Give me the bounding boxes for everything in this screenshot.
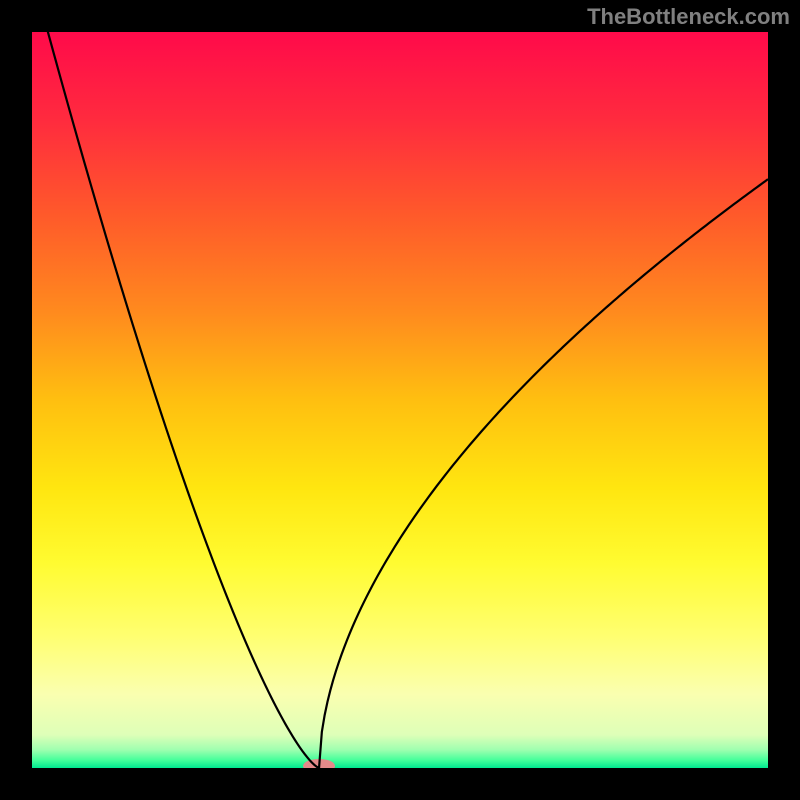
chart-svg [0, 0, 800, 800]
watermark-text: TheBottleneck.com [587, 4, 790, 30]
chart-container: TheBottleneck.com [0, 0, 800, 800]
